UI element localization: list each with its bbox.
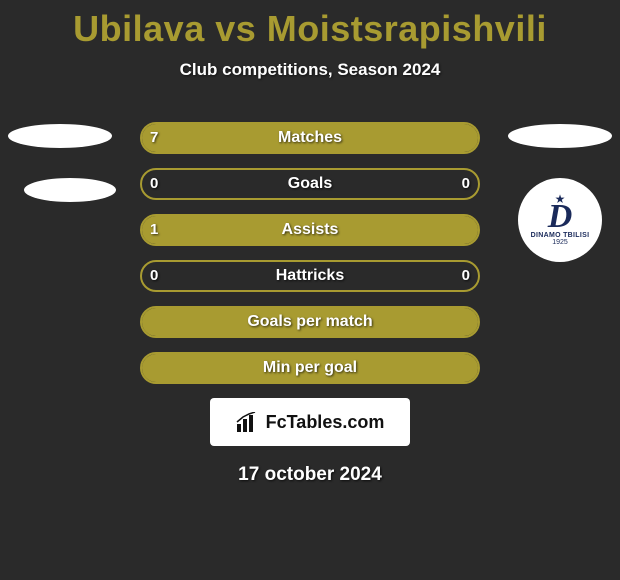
stat-value-left: 7 bbox=[150, 122, 180, 154]
bars-icon bbox=[236, 412, 260, 432]
stat-label: Goals bbox=[140, 168, 480, 200]
fctables-logo: FcTables.com bbox=[210, 398, 410, 446]
badge-team-name: DINAMO TBILISI bbox=[531, 232, 590, 239]
stat-value-right: 0 bbox=[440, 260, 470, 292]
stat-row: Min per goal bbox=[140, 352, 480, 384]
page-title: Ubilava vs Moistsrapishvili bbox=[0, 0, 620, 50]
logo-text: FcTables.com bbox=[266, 412, 385, 433]
stat-label: Matches bbox=[140, 122, 480, 154]
stat-label: Hattricks bbox=[140, 260, 480, 292]
decorative-ellipse bbox=[24, 178, 116, 202]
stat-value-right: 0 bbox=[440, 168, 470, 200]
stat-row: Hattricks0 0 bbox=[140, 260, 480, 292]
team-badge-right: ★ D DINAMO TBILISI 1925 bbox=[518, 178, 602, 262]
stat-value-left: 1 bbox=[150, 214, 180, 246]
stat-value-left: 0 bbox=[150, 260, 180, 292]
stat-label: Assists bbox=[140, 214, 480, 246]
decorative-ellipse bbox=[8, 124, 112, 148]
stats-table: Matches7Goals00Assists1Hattricks00Goals … bbox=[0, 122, 620, 384]
stat-row: Goals per match bbox=[140, 306, 480, 338]
stat-row: Assists1 bbox=[140, 214, 480, 246]
subtitle: Club competitions, Season 2024 bbox=[0, 60, 620, 80]
badge-letter: D bbox=[548, 204, 573, 230]
decorative-ellipse bbox=[508, 124, 612, 148]
badge-year: 1925 bbox=[552, 239, 568, 246]
stat-label: Min per goal bbox=[140, 352, 480, 384]
stat-label: Goals per match bbox=[140, 306, 480, 338]
stat-row: Goals0 0 bbox=[140, 168, 480, 200]
date-label: 17 october 2024 bbox=[0, 464, 620, 486]
stat-value-left: 0 bbox=[150, 168, 180, 200]
stat-row: Matches7 bbox=[140, 122, 480, 154]
